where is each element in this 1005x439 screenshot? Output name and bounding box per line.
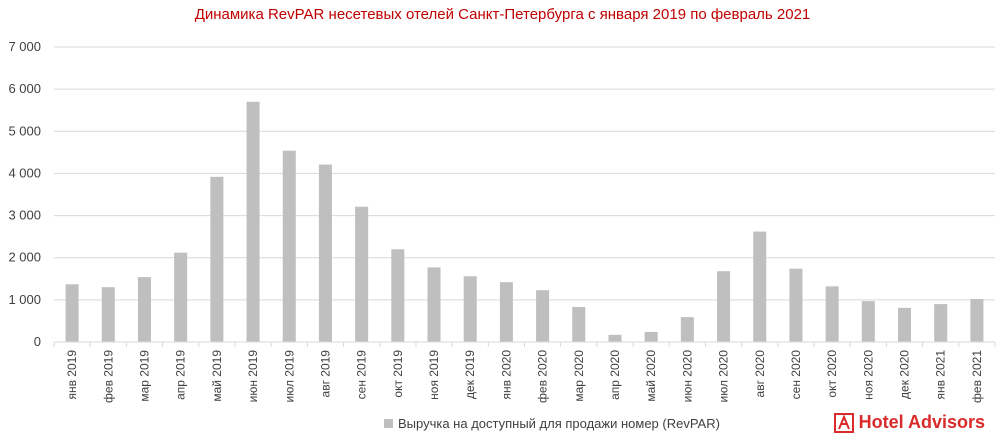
- brand-logo: Hotel Advisors: [833, 412, 985, 433]
- chart-title: Динамика RevPAR несетевых отелей Санкт-П…: [194, 6, 811, 23]
- bar: [861, 301, 875, 342]
- y-tick-label: 7 000: [8, 39, 41, 54]
- bar-chart: 0 1 000 2 000 3 000 4 000 5 000 6 000 7 000 янв…: [8, 39, 996, 403]
- x-tick-label: янв 2021: [934, 350, 948, 400]
- bars: [65, 101, 984, 343]
- x-axis: янв 2019 фев 2019 мар 2019 апр 2019 май 2019…: [53, 341, 996, 403]
- legend-swatch: [384, 419, 393, 428]
- bar: [644, 331, 658, 342]
- bar: [246, 101, 260, 343]
- bar: [391, 249, 405, 342]
- bar: [572, 307, 586, 342]
- bar: [753, 231, 767, 342]
- bar: [934, 304, 948, 342]
- x-tick-label: авг 2020: [753, 350, 767, 398]
- x-tick-label: фев 2020: [536, 350, 550, 403]
- x-tick-label: сен 2019: [355, 350, 369, 400]
- x-tick-label: ноя 2020: [861, 350, 875, 400]
- bar: [282, 150, 296, 342]
- x-tick-label: апр 2020: [608, 350, 622, 400]
- y-tick-label: 6 000: [8, 81, 41, 96]
- x-tick-label: мар 2019: [137, 350, 151, 402]
- bar: [680, 317, 694, 342]
- bar: [717, 271, 731, 342]
- x-tick-label: дек 2019: [463, 350, 477, 399]
- bar: [463, 276, 477, 342]
- bar: [318, 164, 332, 342]
- x-tick-label: июн 2019: [246, 350, 260, 403]
- x-tick-label: фев 2021: [970, 350, 984, 403]
- gridlines: [54, 46, 995, 301]
- bar: [65, 284, 79, 342]
- bar: [174, 252, 188, 342]
- x-tick-label: фев 2019: [101, 350, 115, 403]
- x-tick-label: дек 2020: [898, 350, 912, 399]
- bar: [101, 287, 115, 342]
- brand-name: Hotel Advisors: [858, 412, 985, 432]
- x-tick-label: май 2019: [210, 350, 224, 402]
- x-tick-label: янв 2020: [499, 350, 513, 400]
- bar: [536, 290, 550, 342]
- bar: [210, 176, 224, 342]
- bar: [355, 206, 369, 342]
- x-tick-label: ноя 2019: [427, 350, 441, 400]
- y-tick-label: 3 000: [8, 208, 41, 223]
- y-tick-label: 1 000: [8, 292, 41, 307]
- bar: [825, 286, 839, 342]
- x-tick-label: окт 2020: [825, 350, 839, 398]
- bar: [427, 267, 441, 342]
- bar: [499, 282, 513, 342]
- x-tick-label: апр 2019: [174, 350, 188, 400]
- legend-label: Выручка на доступный для продажи номер (…: [398, 416, 720, 431]
- y-tick-label: 2 000: [8, 250, 41, 265]
- bar: [789, 268, 803, 342]
- bar: [898, 307, 912, 342]
- x-tick-label: мар 2020: [572, 350, 586, 402]
- y-tick-label: 4 000: [8, 165, 41, 180]
- x-tick-label: июл 2020: [717, 350, 731, 403]
- bar: [137, 277, 151, 342]
- x-tick-label: июл 2019: [282, 350, 296, 403]
- x-tick-label: сен 2020: [789, 350, 803, 400]
- x-tick-label: июн 2020: [680, 350, 694, 403]
- x-tick-label: янв 2019: [65, 350, 79, 400]
- y-tick-label: 5 000: [8, 123, 41, 138]
- x-tick-label: авг 2019: [318, 350, 332, 398]
- hotel-advisors-logo-icon: [833, 412, 854, 433]
- y-axis: 0 1 000 2 000 3 000 4 000 5 000 6 000 7 000: [8, 39, 41, 349]
- legend: Выручка на доступный для продажи номер (…: [384, 416, 720, 431]
- bar: [970, 299, 984, 342]
- x-tick-label: окт 2019: [391, 350, 405, 398]
- x-tick-label: май 2020: [644, 350, 658, 402]
- y-tick-label: 0: [34, 334, 41, 349]
- bar: [608, 334, 622, 342]
